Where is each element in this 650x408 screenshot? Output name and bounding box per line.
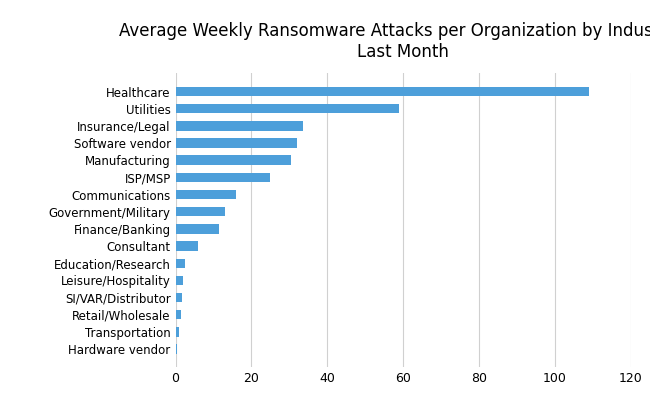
Bar (176, 87, 589, 96)
Bar (176, 207, 225, 217)
Bar (176, 242, 198, 251)
Bar (176, 327, 179, 337)
Bar (176, 121, 302, 131)
Bar (176, 104, 399, 113)
Bar (176, 190, 236, 199)
Bar (176, 138, 297, 148)
Bar (176, 155, 291, 165)
Title: Average Weekly Ransomware Attacks per Organization by Industry -
Last Month: Average Weekly Ransomware Attacks per Or… (119, 22, 650, 61)
Bar (176, 259, 185, 268)
Bar (176, 224, 219, 234)
Bar (176, 310, 181, 319)
Bar (176, 173, 270, 182)
Bar (176, 276, 183, 285)
Bar (176, 293, 182, 302)
Bar (176, 344, 177, 354)
